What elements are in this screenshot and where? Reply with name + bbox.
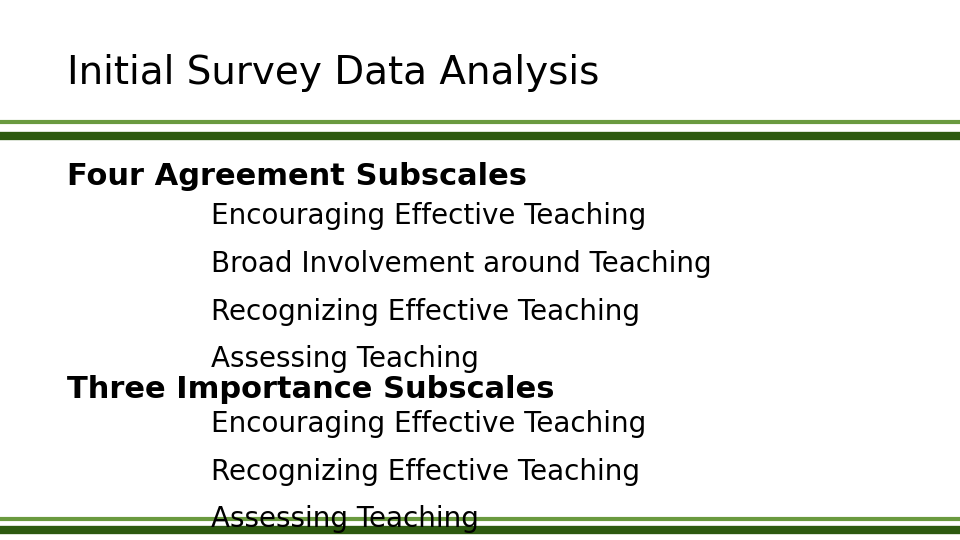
Text: Three Importance Subscales: Three Importance Subscales — [67, 375, 555, 404]
Text: Encouraging Effective Teaching: Encouraging Effective Teaching — [211, 202, 646, 231]
Text: Broad Involvement around Teaching: Broad Involvement around Teaching — [211, 250, 711, 278]
Text: Four Agreement Subscales: Four Agreement Subscales — [67, 162, 527, 191]
Text: Assessing Teaching: Assessing Teaching — [211, 345, 479, 373]
Text: Initial Survey Data Analysis: Initial Survey Data Analysis — [67, 54, 600, 92]
Text: Recognizing Effective Teaching: Recognizing Effective Teaching — [211, 298, 640, 326]
Text: Recognizing Effective Teaching: Recognizing Effective Teaching — [211, 458, 640, 486]
Text: Assessing Teaching: Assessing Teaching — [211, 505, 479, 534]
Text: Encouraging Effective Teaching: Encouraging Effective Teaching — [211, 410, 646, 438]
